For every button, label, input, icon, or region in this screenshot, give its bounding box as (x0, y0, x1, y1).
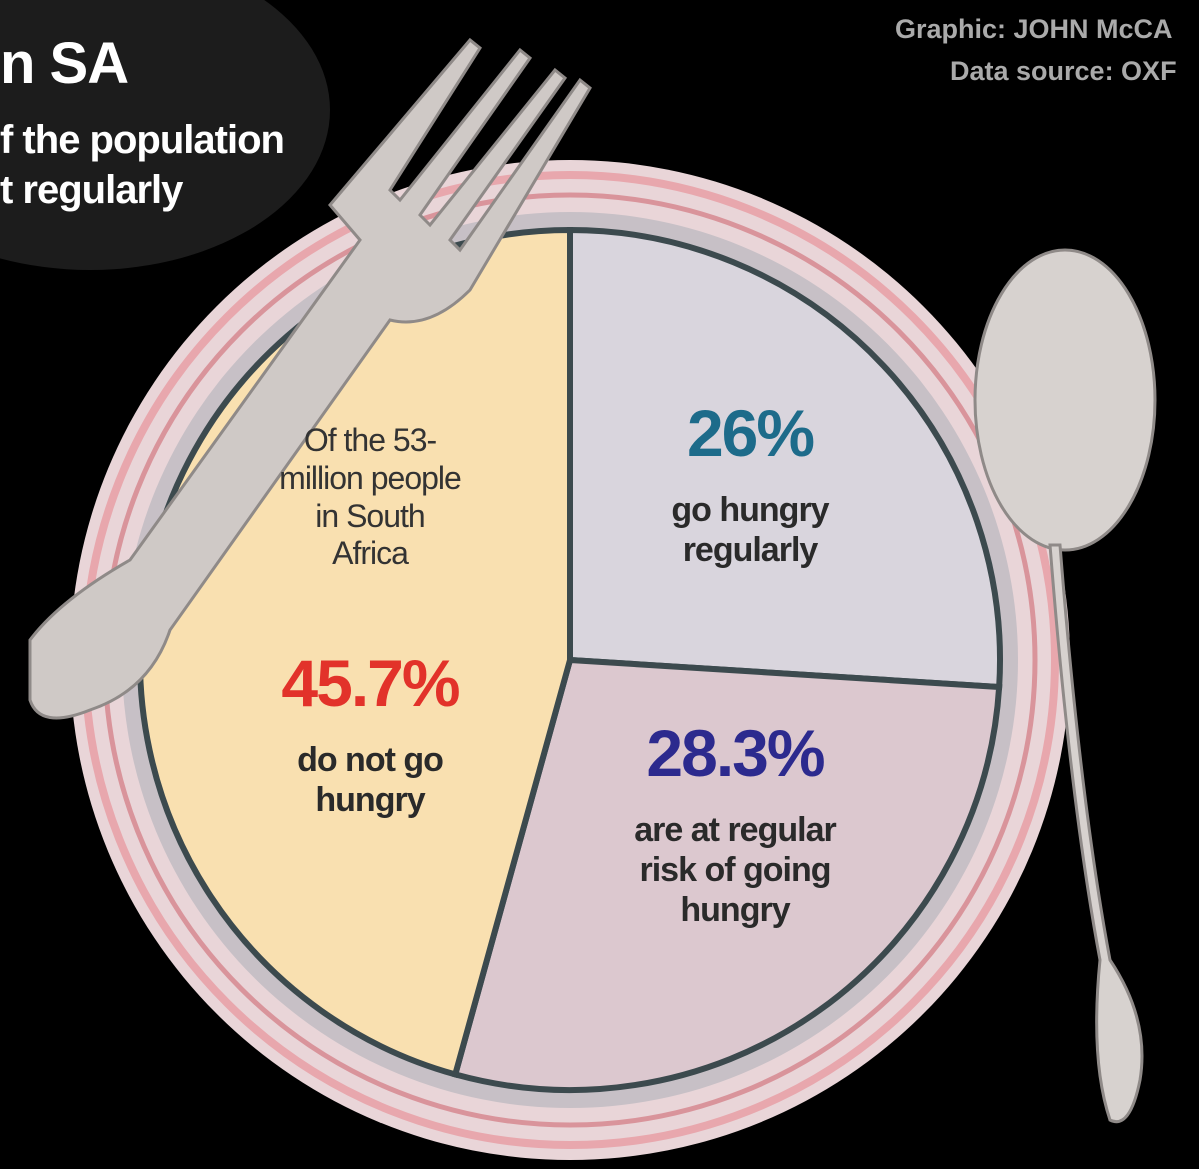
value-label: 45.7% (281, 650, 458, 716)
category-label: go hungry regularly (650, 490, 850, 570)
credit: Data source: OXF (950, 56, 1177, 87)
value-label: 28.3% (646, 720, 823, 786)
chart-subtitle: t regularly (0, 168, 182, 213)
value-label: 26% (687, 400, 813, 466)
annotation: Of the 53-million people in South Africa (278, 422, 463, 573)
credit: Graphic: JOHN McCA (895, 14, 1173, 45)
category-label: are at regular risk of going hungry (605, 810, 865, 930)
category-label: do not go hungry (260, 740, 480, 820)
chart-title: n SA (0, 30, 128, 97)
chart-subtitle: f the population (0, 118, 284, 163)
pie (140, 230, 1000, 1090)
infographic: n SA f the population t regularly Graphic: … (0, 0, 1199, 1169)
